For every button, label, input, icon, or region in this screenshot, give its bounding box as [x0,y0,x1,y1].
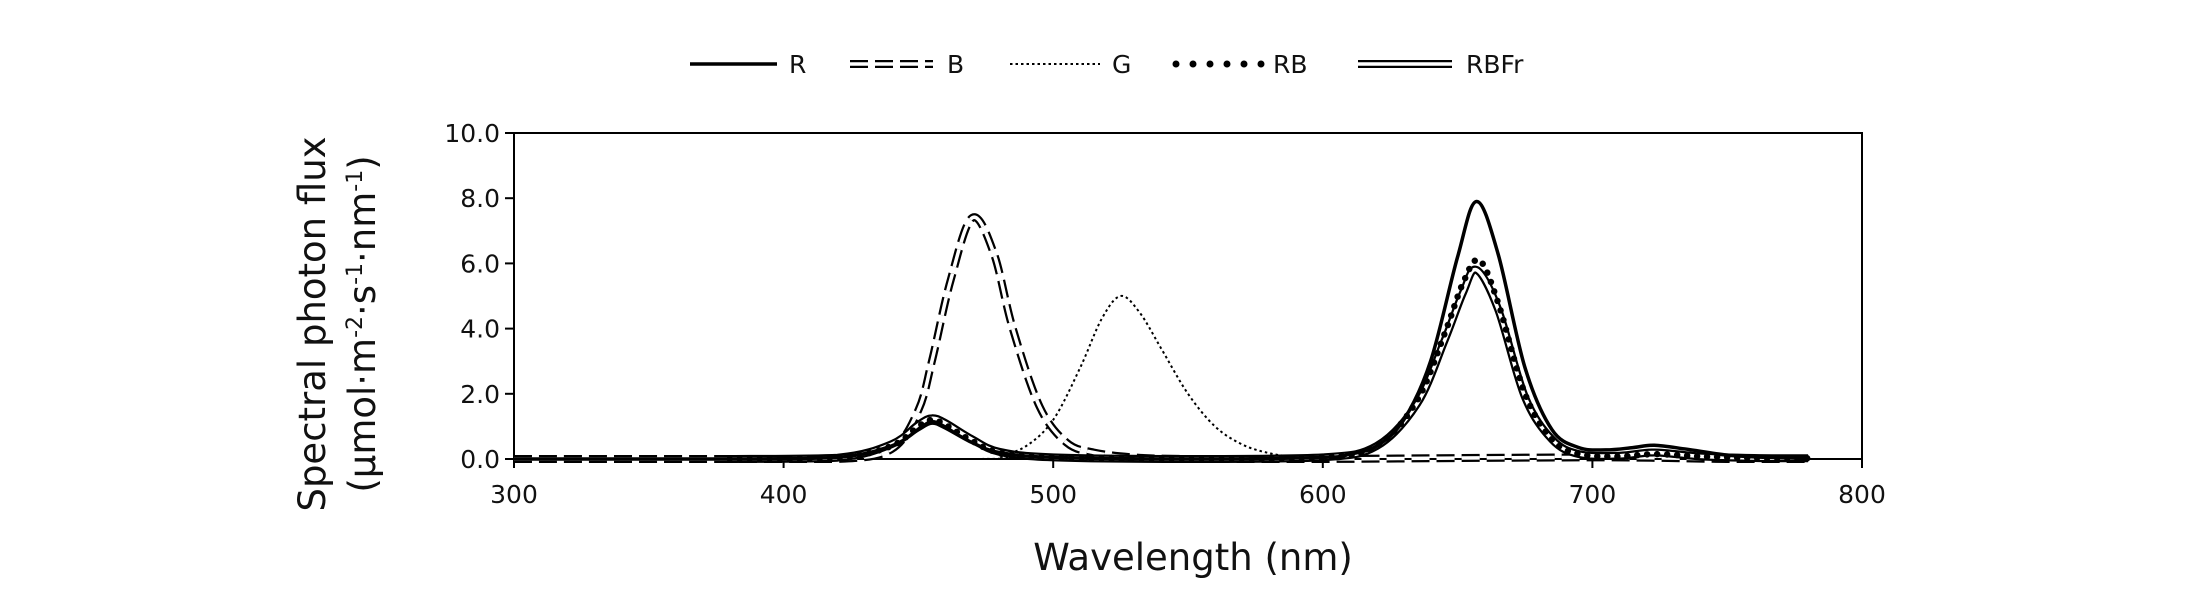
legend-item-r: R [690,50,806,79]
x-tick-label-0: 300 [490,480,538,509]
y-axis-unit-sup-3: -1 [343,170,368,192]
series-rbfr-line-inner [729,267,1809,461]
legend-label-rb: RB [1273,50,1308,79]
legend-item-rb: RB [1172,50,1308,79]
axis-ticks: 300 400 500 600 700 800 0.0 2.0 4.0 6.0 8.0 10.0 [444,119,1886,509]
legend-label-rbfr: RBFr [1466,50,1524,79]
y-tick-label-0: 0.0 [460,445,500,474]
y-tick-label-3: 6.0 [460,249,500,278]
x-axis-title: Wavelength (nm) [1033,536,1353,579]
legend-label-b: B [947,50,964,79]
series-b-line-inner [514,215,1809,461]
series-r-line [514,199,1809,461]
y-axis-unit-part-4: ) [341,155,384,169]
x-tick-label-5: 800 [1838,480,1886,509]
y-axis-unit-sup-2: -1 [343,263,368,285]
y-axis-unit-part-1: (μmol·m [341,338,384,493]
y-axis-unit-part-2: ·s [341,285,384,316]
y-tick-label-5: 10.0 [444,119,500,148]
plot-frame [513,132,1863,460]
legend-item-rbfr: RBFr [1358,50,1524,79]
y-tick-label-2: 4.0 [460,315,500,344]
series-b-line-outer [514,213,1809,464]
series-rbfr-line-outer [729,265,1809,463]
y-tick-label-4: 8.0 [460,184,500,213]
legend-item-g: G [1010,50,1131,79]
y-axis-title-line2: (μmol·m-2·s-1·nm-1) [341,155,384,492]
legend-item-b: B [850,50,964,79]
x-tick-label-3: 600 [1299,480,1347,509]
series-rb-line [726,256,1812,463]
x-tick-label-2: 500 [1029,480,1077,509]
series-r [514,199,1809,461]
legend: R B G RB RBFr [690,50,1524,79]
x-tick-label-1: 400 [760,480,808,509]
series-rbfr [729,265,1809,463]
x-tick-label-4: 700 [1569,480,1617,509]
legend-label-g: G [1112,50,1131,79]
legend-label-r: R [789,50,806,79]
series-rb [726,256,1812,463]
y-axis-title-line1: Spectral photon flux [291,136,334,511]
series-b [514,213,1809,464]
series-g-line [514,294,1377,461]
y-axis-unit-sup-1: -2 [343,316,368,338]
series-g [514,294,1377,461]
y-tick-label-1: 2.0 [460,380,500,409]
series-layer [514,199,1812,464]
y-axis-unit-part-3: ·nm [341,192,384,263]
